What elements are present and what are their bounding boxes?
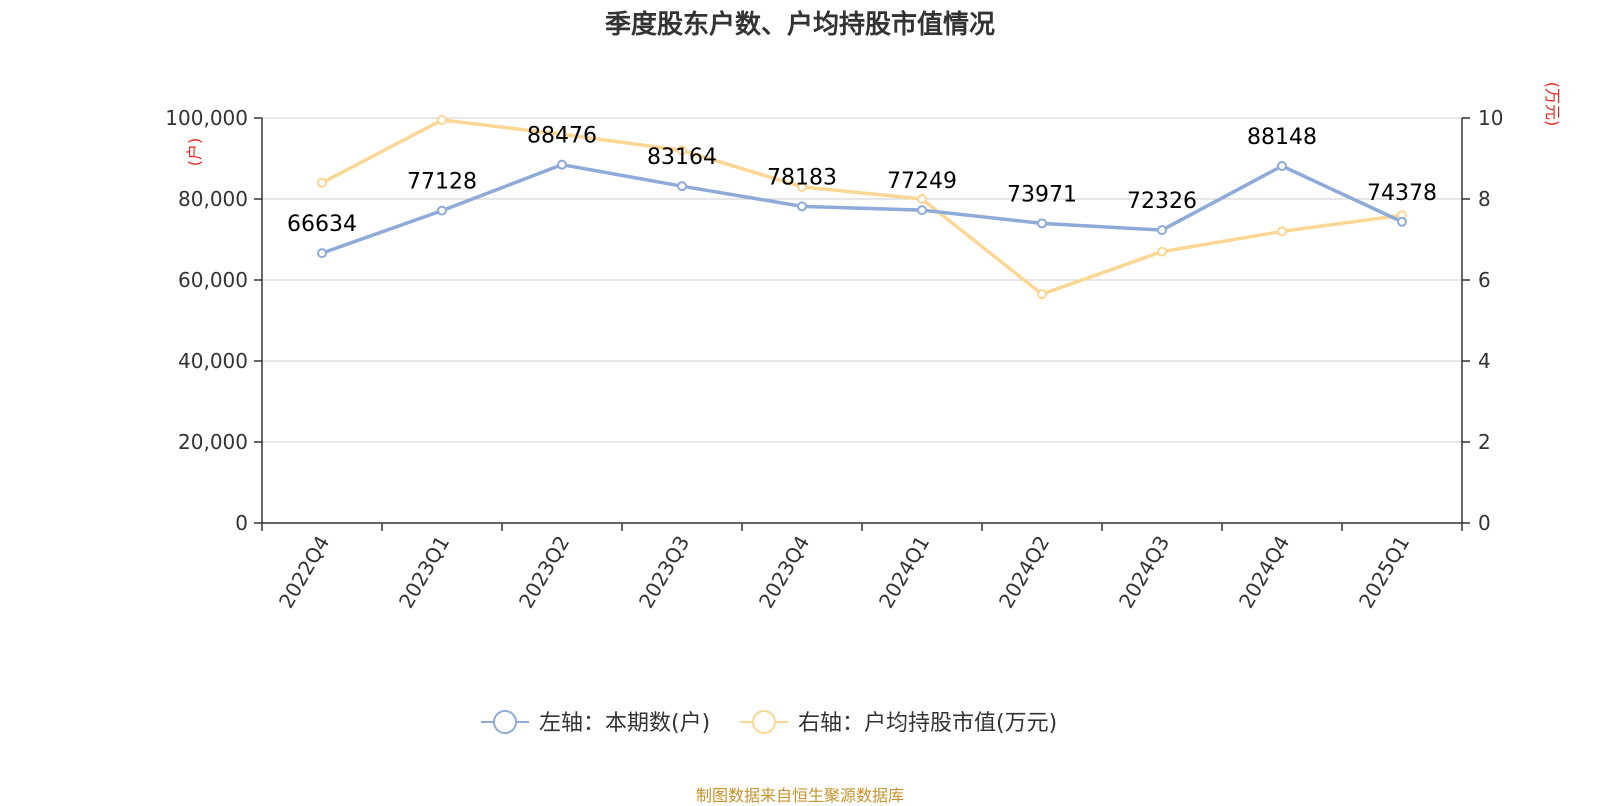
series-layer (317, 115, 1407, 300)
data-label: 88148 (1247, 125, 1317, 150)
legend: 左轴：本期数(户) 右轴：户均持股市值(万元) (481, 710, 1057, 736)
data-point-left (1037, 218, 1047, 229)
data-label: 73971 (1007, 182, 1077, 207)
legend-item-left-series[interactable]: 左轴：本期数(户) (481, 710, 710, 736)
data-point-right (557, 129, 567, 140)
x-tick-label: 2024Q1 (874, 532, 934, 613)
data-point-right (437, 115, 447, 126)
chart-title: 季度股东户数、户均持股市值情况 (604, 10, 995, 40)
right-tick-label: 8 (1478, 187, 1491, 211)
data-point-right (1037, 289, 1047, 300)
data-label: 77128 (407, 170, 477, 195)
data-point-left (557, 159, 567, 170)
data-label: 74378 (1367, 181, 1437, 206)
left-tick-label: 20,000 (178, 430, 248, 454)
x-tick-label: 2023Q1 (394, 532, 454, 613)
grid-layer (262, 117, 1462, 443)
right-tick-label: 2 (1478, 430, 1491, 454)
right-tick-label: 6 (1478, 268, 1491, 292)
x-tick-label: 2023Q3 (634, 532, 694, 613)
right-tick-label: 10 (1478, 106, 1503, 130)
data-point-left (797, 201, 807, 212)
left-tick-label: 60,000 (178, 268, 248, 292)
left-tick-label: 0 (235, 511, 248, 535)
data-point-right (317, 177, 327, 188)
data-point-right (677, 145, 687, 156)
series-line-left (321, 162, 1403, 255)
x-tick-label: 2025Q1 (1354, 532, 1414, 613)
source-note: 制图数据来自恒生聚源数据库 (695, 786, 904, 805)
legend-right-series-label: 右轴：户均持股市值(万元) (798, 711, 1057, 736)
data-point-left (437, 205, 447, 216)
data-point-right (797, 181, 807, 192)
x-tick-label: 2024Q2 (994, 532, 1054, 613)
data-point-left (1397, 216, 1407, 227)
data-point-left (677, 181, 687, 192)
data-point-left (1277, 161, 1287, 172)
x-tick-label: 2022Q4 (274, 532, 334, 613)
data-label: 77249 (887, 169, 957, 194)
data-label: 78183 (767, 165, 837, 190)
legend-left-series-marker (493, 710, 517, 734)
legend-item-right-series[interactable]: 右轴：户均持股市值(万元) (740, 710, 1057, 736)
data-label: 66634 (287, 212, 357, 237)
data-label: 88476 (527, 124, 597, 149)
left-axis-unit: (户) (185, 138, 204, 167)
data-labels-layer: 66634 77128 88476 83164 78183 77249 73971 72326… (287, 124, 1437, 237)
data-point-left (1157, 225, 1167, 236)
left-tick-label: 40,000 (178, 349, 248, 373)
legend-left-series-label: 左轴：本期数(户) (539, 711, 710, 736)
x-tick-label: 2024Q3 (1114, 532, 1174, 613)
right-axis-unit: (万元) (1543, 82, 1562, 127)
series-line-right (321, 118, 1403, 296)
legend-right-series-marker (752, 710, 776, 734)
data-label: 83164 (647, 145, 717, 170)
right-tick-label: 0 (1478, 511, 1491, 535)
x-tick-label: 2024Q4 (1234, 532, 1294, 613)
data-point-left (917, 205, 927, 216)
data-label: 72326 (1127, 189, 1197, 214)
x-tick-label: 2023Q2 (514, 532, 574, 613)
data-point-right (1157, 246, 1167, 257)
data-point-right (1277, 226, 1287, 237)
x-tick-label: 2023Q4 (754, 532, 814, 613)
data-point-right (917, 194, 927, 204)
data-point-left (317, 248, 327, 259)
left-tick-label: 100,000 (165, 106, 248, 130)
left-tick-label: 80,000 (178, 187, 248, 211)
right-tick-label: 4 (1478, 349, 1491, 373)
